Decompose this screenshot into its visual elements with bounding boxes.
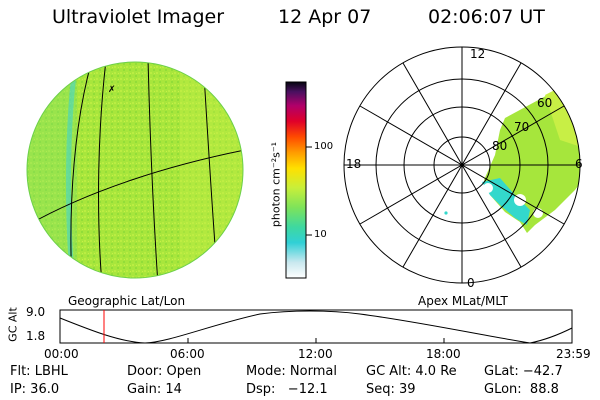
colorbar-unit-label: photon cm⁻²s⁻¹ (269, 141, 283, 228)
altitude-plot (59, 309, 573, 344)
polar-plot (343, 46, 581, 284)
status-seq: Seq: 39 (366, 382, 416, 397)
altitude-ytick-1-8: 1.8 (26, 329, 46, 343)
status-door: Door: Open (127, 364, 202, 379)
status-ip: IP: 36.0 (10, 382, 60, 397)
disk-marker: ✗ (108, 85, 116, 95)
colorbar-tick-10: 10 (314, 229, 327, 240)
status-glon: GLon: 88.8 (484, 382, 559, 397)
right-panel-caption: Apex MLat/MLT (418, 294, 508, 308)
earth-disk-image (26, 61, 244, 279)
time-tick-1200: 12:00 (298, 347, 333, 361)
mlt-label-6: 6 (575, 157, 583, 171)
date-label: 12 Apr 07 (278, 6, 372, 28)
status-gain: Gain: 14 (127, 382, 182, 397)
status-gc-alt: GC Alt: 4.0 Re (366, 364, 457, 379)
mlt-label-12: 12 (470, 47, 486, 61)
mlt-label-0: 0 (467, 276, 475, 290)
colorbar (285, 81, 312, 279)
mlat-label-60: 60 (537, 96, 553, 110)
mlat-label-80: 80 (492, 139, 508, 153)
left-panel-caption: Geographic Lat/Lon (68, 294, 186, 308)
instrument-title: Ultraviolet Imager (52, 6, 225, 28)
status-glat: GLat: −42.7 (484, 364, 563, 379)
altitude-ytick-9: 9.0 (26, 305, 46, 319)
time-label: 02:06:07 UT (428, 6, 545, 28)
altitude-axis-label: GC Alt (6, 307, 20, 342)
mlt-label-18: 18 (346, 157, 362, 171)
time-tick-2359: 23:59 (556, 347, 591, 361)
status-filter: Flt: LBHL (10, 364, 68, 379)
mlat-label-70: 70 (514, 120, 530, 134)
time-tick-1800: 18:00 (426, 347, 461, 361)
time-tick-0000: 00:00 (44, 347, 79, 361)
time-tick-0600: 06:00 (170, 347, 205, 361)
status-dsp: Dsp: −12.1 (246, 382, 328, 397)
colorbar-tick-100: 100 (314, 141, 334, 152)
status-mode: Mode: Normal (246, 364, 337, 379)
